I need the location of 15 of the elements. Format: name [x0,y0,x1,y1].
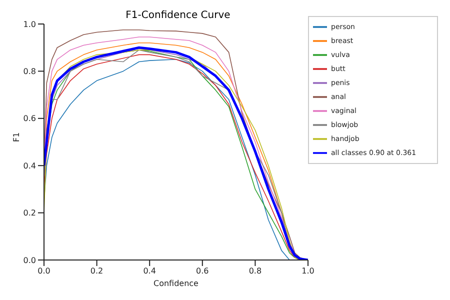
x-axis-title: Confidence [154,279,199,288]
x-tick-label: 0.2 [90,266,104,276]
y-tick-label: 1.0 [23,20,36,29]
x-tick-label: 0.0 [38,266,50,276]
y-tick-label: 0.4 [23,161,36,170]
y-tick-label: 0.0 [23,256,36,265]
x-tick-label: 0.4 [143,266,156,276]
x-tick-label: 0.6 [196,266,209,276]
y-tick-label: 0.6 [23,114,36,124]
chart-title: F1-Confidence Curve [124,10,232,21]
x-tick-label: 1.0 [302,266,314,276]
y-tick-label: 0.8 [23,67,36,76]
x-tick-label: 0.8 [248,266,262,276]
y-tick-label: 0.2 [23,208,36,218]
y-axis-title: F1 [12,132,21,142]
